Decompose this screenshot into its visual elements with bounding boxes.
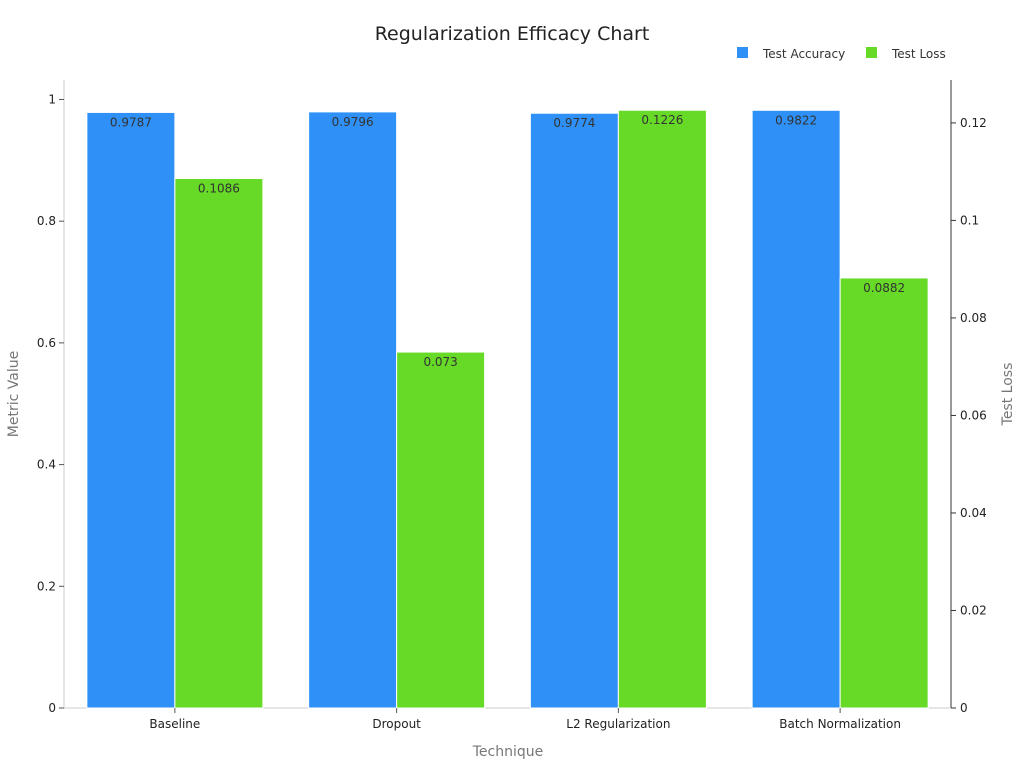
- bar-test-loss-batch-normalization: [839, 277, 929, 709]
- right-tick-label: 0.08: [960, 311, 987, 325]
- x-tick-label-batch-normalization: Batch Normalization: [779, 717, 901, 731]
- data-label-test-loss-batch-normalization: 0.0882: [863, 281, 905, 295]
- right-tick-label: 0: [960, 701, 968, 715]
- bar-test-accuracy-baseline: [86, 111, 176, 709]
- data-label-test-accuracy-dropout: 0.9796: [332, 115, 374, 129]
- left-tick-label: 0.2: [37, 579, 56, 593]
- data-label-test-accuracy-batch-normalization: 0.9822: [775, 113, 817, 127]
- data-label-test-accuracy-baseline: 0.9787: [110, 115, 152, 129]
- data-label-test-loss-dropout: 0.073: [423, 355, 457, 369]
- x-tick-label-dropout: Dropout: [372, 717, 421, 731]
- legend-label-test-loss: Test Loss: [891, 47, 946, 61]
- x-tick-label-baseline: Baseline: [149, 717, 200, 731]
- bar-test-accuracy-batch-normalization: [751, 109, 841, 709]
- left-tick-label: 0.8: [37, 214, 56, 228]
- x-ticks: Baseline Dropout L2 Regularization Batch No…: [149, 708, 901, 731]
- bar-data-labels: 0.9787 0.1086 0.9796 0.073 0.9774 0.1226 0.982…: [110, 113, 905, 369]
- left-tick-label: 0.6: [37, 336, 56, 350]
- bar-test-loss-dropout: [396, 351, 486, 709]
- right-tick-label: 0.06: [960, 408, 987, 422]
- bars: [86, 109, 929, 709]
- data-label-test-loss-l2-regularization: 0.1226: [641, 113, 683, 127]
- legend-swatch-test-loss: [866, 47, 877, 58]
- right-tick-label: 0.02: [960, 603, 987, 617]
- data-label-test-loss-baseline: 0.1086: [198, 181, 240, 195]
- left-y-ticks: 0 0.2 0.4 0.6 0.8 1: [37, 92, 64, 715]
- x-tick-label-l2-regularization: L2 Regularization: [566, 717, 670, 731]
- y-axis-label: Metric Value: [6, 351, 22, 437]
- legend-label-test-accuracy: Test Accuracy: [762, 47, 845, 61]
- legend: Test Accuracy Test Loss: [737, 47, 946, 61]
- right-y-ticks: 0 0.02 0.04 0.06 0.08 0.1 0.12: [951, 116, 987, 715]
- y2-axis-label: Test Loss: [1000, 363, 1016, 427]
- x-axis-label: Technique: [472, 744, 544, 760]
- data-label-test-accuracy-l2-regularization: 0.9774: [553, 116, 595, 130]
- legend-swatch-test-accuracy: [737, 47, 748, 58]
- bar-test-accuracy-l2-regularization: [529, 112, 619, 709]
- chart-title: Regularization Efficacy Chart: [375, 23, 650, 45]
- left-tick-label: 0: [48, 701, 56, 715]
- right-tick-label: 0.04: [960, 506, 987, 520]
- left-tick-label: 1: [48, 92, 56, 106]
- bar-test-loss-l2-regularization: [617, 109, 707, 709]
- left-tick-label: 0.4: [37, 458, 56, 472]
- bar-test-loss-baseline: [174, 177, 264, 709]
- bar-test-accuracy-dropout: [308, 111, 398, 709]
- right-tick-label: 0.1: [960, 213, 979, 227]
- right-tick-label: 0.12: [960, 116, 987, 130]
